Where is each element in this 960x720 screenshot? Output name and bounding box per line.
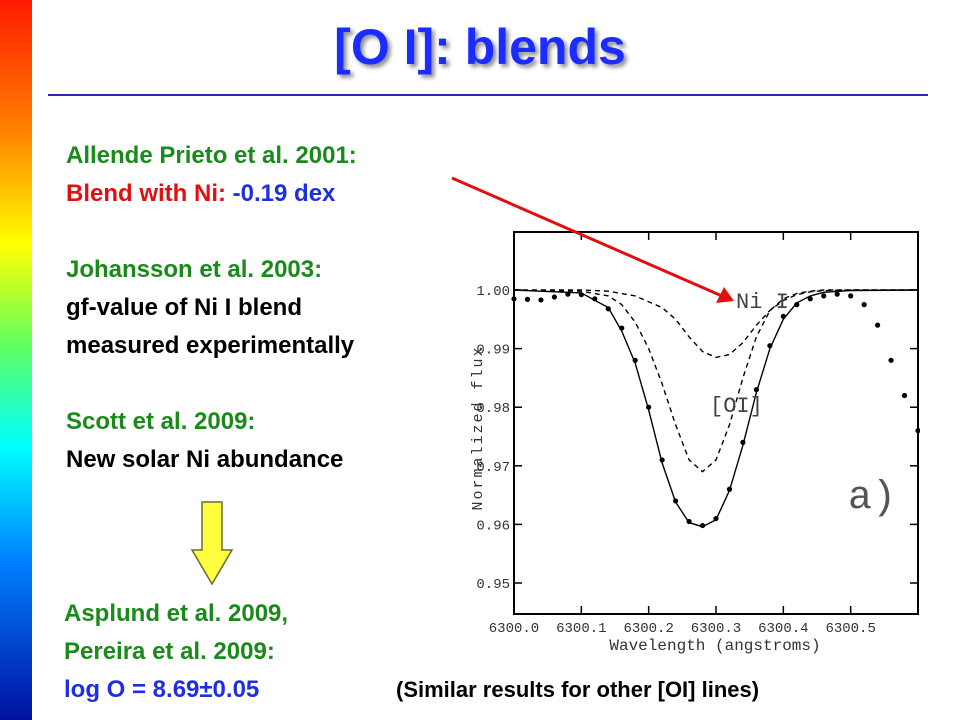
x-axis-label: Wavelength (angstroms): [609, 637, 820, 655]
data-point-21: [794, 302, 800, 308]
ref2-author: Johansson et al. 2003:: [66, 256, 323, 283]
data-point-22: [807, 296, 813, 302]
ref2-line2: measured experimentally: [66, 332, 355, 359]
data-point-24: [834, 291, 840, 297]
footnote: (Similar results for other [OI] lines): [396, 677, 760, 702]
color-gradient-bar: [0, 0, 32, 720]
y-tick-label-2: 0.98: [476, 401, 510, 417]
ref1-author-text: Allende Prieto et al. 2001:: [66, 142, 357, 169]
ref1-blend: Blend with Ni: -0.19 dex: [66, 180, 335, 208]
ref1-author: Allende Prieto et al. 2001:: [66, 142, 357, 170]
data-point-3: [551, 294, 557, 300]
x-tick-label-3: 6300.3: [691, 621, 741, 637]
ref2-line1: gf-value of Ni I blend: [66, 294, 303, 321]
y-tick-label-1: 0.99: [476, 343, 510, 359]
data-point-27: [875, 322, 881, 328]
spectrum-chart: 1.000.990.980.970.960.95 6300.0 6300.1 630…: [470, 231, 920, 655]
data-point-28: [888, 357, 894, 363]
result-line1: Asplund et al. 2009,: [64, 600, 289, 627]
annotation-ni-i: Ni I: [736, 290, 789, 315]
x-tick-label-4: 6300.4: [758, 621, 808, 637]
series-line-2: [513, 289, 918, 473]
data-point-23: [821, 293, 827, 299]
annotation-oi: [OI]: [710, 394, 763, 419]
data-point-29: [901, 392, 908, 399]
title-divider: [48, 94, 928, 96]
x-tick-label-1: 6300.1: [556, 621, 606, 637]
result-value: log O = 8.69±0.05: [64, 676, 260, 703]
series-line-1: [513, 289, 919, 528]
panel-label: a): [848, 476, 896, 521]
data-point-25: [848, 293, 854, 299]
y-tick-label-3: 0.97: [476, 460, 510, 476]
x-axis: 6300.0 6300.1 6300.2 6300.3 6300.4 6300.5: [489, 232, 876, 637]
ref1-blend-value: -0.19 dex: [232, 180, 336, 207]
data-point-26: [861, 302, 867, 308]
ref3-line1: New solar Ni abundance: [66, 446, 344, 473]
down-arrow-icon: [190, 501, 234, 586]
x-tick-label-0: 6300.0: [489, 621, 539, 637]
ref3-author: Scott et al. 2009:: [66, 408, 256, 435]
data-point-1: [524, 296, 531, 302]
plot-frame: [513, 231, 919, 615]
y-tick-label-5: 0.95: [476, 577, 510, 593]
data-point-2: [538, 297, 544, 303]
data-point-30: [915, 428, 920, 434]
result-line2: Pereira et al. 2009:: [64, 638, 275, 665]
ref1-blend-label: Blend with Ni:: [66, 180, 226, 207]
y-axis-label: Normalized flux: [470, 345, 487, 510]
y-tick-label-4: 0.96: [476, 518, 510, 534]
slide-title: [O I]: blends: [334, 19, 626, 75]
x-tick-label-5: 6300.5: [825, 621, 875, 637]
x-tick-label-2: 6300.2: [623, 621, 673, 637]
data-point-0: [511, 296, 517, 302]
y-tick-label-0: 1.00: [476, 284, 510, 300]
